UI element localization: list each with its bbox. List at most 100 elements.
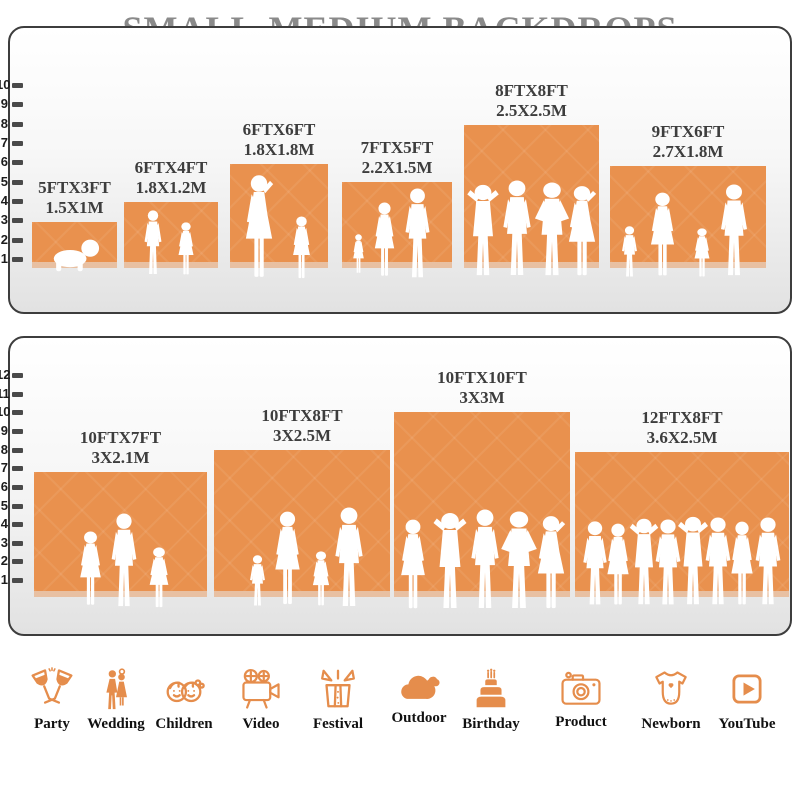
- tick-number: 9: [0, 423, 8, 438]
- woman-silhouette: [268, 511, 307, 607]
- tick-dash: [12, 429, 23, 434]
- category-label: Festival: [313, 716, 363, 732]
- newborn-icon: [655, 671, 687, 705]
- woman-silhouette: [394, 519, 432, 611]
- tick-dash: [12, 485, 23, 490]
- backdrop-size-label: 6FTX4FT 1.8X1.2M: [134, 157, 208, 198]
- category-label: Birthday: [462, 716, 520, 732]
- boy-silhouette: [618, 226, 641, 278]
- woman-silhouette: [644, 192, 681, 278]
- tick-number: 8: [0, 116, 8, 131]
- girl-silhouette: [288, 216, 315, 280]
- girl-silhouette: [174, 222, 198, 276]
- man-silhouette: [749, 517, 787, 607]
- category-label: Newborn: [641, 716, 701, 732]
- category-outdoor: Outdoor: [377, 666, 461, 727]
- backdrop-rect: [230, 164, 328, 268]
- category-label: Party: [34, 716, 70, 732]
- backdrop-size-label: 12FTX8FT 3.6X2.5M: [641, 407, 723, 448]
- product-icon: [561, 671, 601, 705]
- category-newborn: Newborn: [629, 666, 713, 733]
- category-product: Product: [539, 666, 623, 731]
- category-wedding: Wedding: [74, 666, 158, 733]
- birthday-icon: [476, 668, 506, 708]
- tick-number: 8: [0, 442, 8, 457]
- tick-dash: [12, 410, 23, 415]
- small-medium-panel-bottom: 12 11 10 9 8 7 6 5 4 3 2 1 10FTX7FT3X2.1…: [0, 336, 792, 636]
- backdrop-size-label: 10FTX7FT 3X2.1M: [79, 427, 162, 468]
- category-video: Video: [219, 666, 303, 733]
- video-icon: [242, 668, 280, 709]
- wedding-icon: [106, 668, 127, 710]
- party-icon: [31, 667, 73, 704]
- woman-silhouette: [561, 185, 603, 278]
- backdrop-10ftx8ft: 10FTX8FT 3X2.5M: [214, 406, 390, 597]
- tick-number: 3: [0, 535, 8, 550]
- category-label: Wedding: [87, 716, 145, 732]
- woman-silhouette: [369, 202, 400, 278]
- tick-number: 6: [0, 154, 8, 169]
- backdrop-rect: [124, 202, 218, 268]
- tick-dash: [12, 238, 23, 243]
- tick-dash: [12, 199, 23, 204]
- boy-silhouette: [246, 555, 269, 607]
- woman-silhouette: [238, 174, 280, 280]
- girl-silhouette: [144, 547, 174, 609]
- category-label: Outdoor: [391, 710, 447, 726]
- tick-number: 5: [0, 174, 8, 189]
- category-label: Product: [555, 714, 607, 730]
- category-party: Party: [10, 666, 94, 733]
- category-label: Video: [242, 716, 280, 732]
- backdrop-10ftx7ft: 10FTX7FT 3X2.1M: [34, 428, 207, 591]
- tick-dash: [12, 83, 23, 88]
- tick-dash: [12, 392, 23, 397]
- tick-number: 11: [0, 386, 10, 401]
- tick-dash: [12, 141, 23, 146]
- category-youtube: YouTube: [705, 666, 789, 733]
- outdoor-icon: [401, 675, 440, 699]
- woman-silhouette: [74, 531, 107, 607]
- backdrop-size-label: 9FTX6FT 2.7X1.8M: [651, 121, 725, 162]
- boy-silhouette: [140, 210, 166, 276]
- children-icon: [166, 679, 205, 703]
- man-silhouette: [714, 184, 754, 278]
- baby-silhouette: [44, 236, 100, 274]
- tick-number: 2: [0, 553, 8, 568]
- tick-number: 10: [0, 404, 11, 419]
- tick-number: 4: [0, 193, 8, 208]
- backdrop-7ftx5ft: 7FTX5FT 2.2X1.5M: [342, 138, 452, 262]
- man-silhouette: [105, 513, 143, 609]
- tick-dash: [12, 541, 23, 546]
- tick-number: 4: [0, 516, 8, 531]
- backdrop-9ftx6ft: 9FTX6FT 2.7X1.8M: [610, 122, 766, 262]
- tick-number: 9: [0, 96, 8, 111]
- backdrop-size-label: 6FTX6FT 1.8X1.8M: [242, 119, 316, 160]
- category-children: Children: [142, 666, 226, 733]
- tick-dash: [12, 257, 23, 262]
- tick-dash: [12, 180, 23, 185]
- backdrop-10ftx10ft: 10FTX10FT 3X3M: [394, 368, 570, 591]
- backdrop-size-label: 10FTX8FT 3X2.5M: [261, 405, 343, 446]
- category-label: YouTube: [718, 716, 776, 732]
- man-silhouette: [399, 188, 436, 280]
- backdrop-rect: [214, 450, 390, 597]
- tick-dash: [12, 578, 23, 583]
- tick-number: 5: [0, 498, 8, 513]
- youtube-icon: [732, 674, 762, 704]
- tick-dash: [12, 504, 23, 509]
- tick-number: 10: [0, 77, 11, 92]
- tick-number: 7: [0, 135, 8, 150]
- backdrop-rect: [32, 222, 117, 268]
- tick-dash: [12, 102, 23, 107]
- tick-dash: [12, 466, 23, 471]
- tick-number: 6: [0, 479, 8, 494]
- woman-silhouette: [530, 515, 572, 611]
- tick-number: 2: [0, 232, 8, 247]
- man-silhouette: [328, 507, 370, 609]
- tick-number: 1: [0, 572, 8, 587]
- tick-number: 3: [0, 212, 8, 227]
- backdrop-size-label: 10FTX10FT 3X3M: [437, 367, 527, 408]
- tick-dash: [12, 559, 23, 564]
